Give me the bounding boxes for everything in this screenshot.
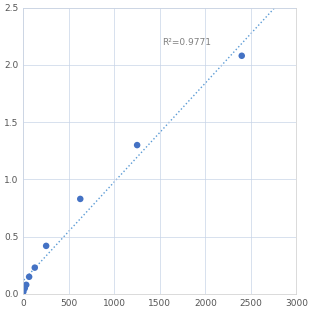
Point [134, 143, 139, 148]
Point [27, 274, 32, 279]
Point [239, 53, 244, 58]
Point [22, 286, 27, 291]
Point [44, 243, 49, 248]
Point [21, 289, 26, 294]
Point [24, 282, 29, 287]
Point [32, 265, 37, 270]
Point [78, 197, 83, 202]
Text: R²=0.9771: R²=0.9771 [163, 38, 212, 47]
